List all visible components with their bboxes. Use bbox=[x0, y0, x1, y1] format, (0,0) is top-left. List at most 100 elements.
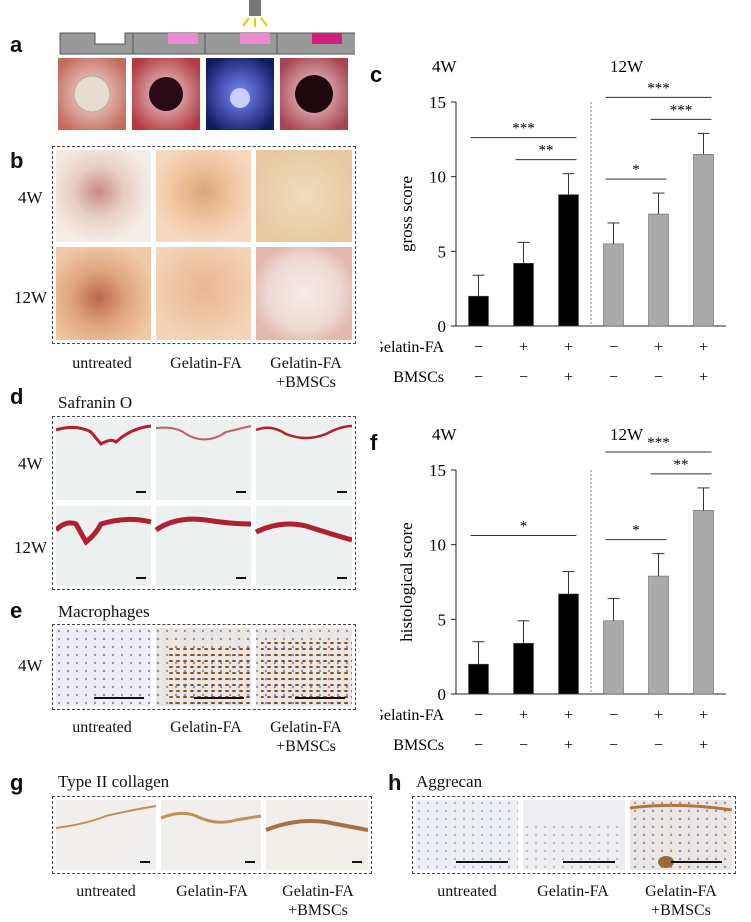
condition-mark: + bbox=[564, 707, 573, 724]
condition-mark: − bbox=[654, 737, 663, 754]
panel-label-c: c bbox=[370, 62, 383, 87]
condition-mark: + bbox=[564, 369, 573, 386]
caption-gelatin-fa: Gelatin-FA bbox=[537, 883, 609, 900]
collagen-stain-gelatin bbox=[160, 811, 262, 824]
panel-e-frame bbox=[52, 624, 356, 710]
significance-label: * bbox=[632, 523, 640, 539]
condition-label: Gelatin-FA bbox=[380, 339, 444, 356]
gross-photo-gelatin-bmscs-12w bbox=[256, 247, 352, 340]
group-label: 12W bbox=[610, 57, 644, 76]
safranin-stain-gelatin-bmscs-12w bbox=[254, 521, 352, 543]
gross-photo-untreated-4w bbox=[56, 150, 151, 242]
condition-mark: − bbox=[654, 369, 663, 386]
gel-fill-icon bbox=[168, 33, 198, 44]
panel-a-photos bbox=[58, 58, 348, 130]
caption-untreated: untreated bbox=[72, 719, 132, 736]
row-label-4w: 4W bbox=[18, 188, 43, 207]
caption-gelatin-fa: Gelatin-FA bbox=[176, 883, 248, 900]
safranin-title: Safranin O bbox=[58, 393, 133, 412]
condition-mark: − bbox=[609, 369, 618, 386]
caption-gelatin-fa: Gelatin-FA bbox=[170, 355, 242, 372]
gross-photo-gelatin-4w bbox=[156, 150, 251, 242]
safranin-stain-untreated-4w bbox=[56, 424, 152, 446]
y-tick-label: 15 bbox=[429, 461, 446, 480]
y-tick-label: 10 bbox=[429, 536, 446, 555]
caption-untreated: untreated bbox=[72, 355, 132, 372]
condition-mark: + bbox=[699, 339, 708, 356]
gross-photo-gelatin-bmscs-4w bbox=[256, 150, 352, 242]
condition-mark: + bbox=[519, 707, 528, 724]
y-axis-label: histological score bbox=[397, 522, 416, 641]
y-tick-label: 5 bbox=[438, 610, 447, 629]
y-tick-label: 5 bbox=[438, 242, 447, 261]
ihc-gelatin bbox=[166, 646, 251, 706]
group-label: 4W bbox=[432, 57, 458, 76]
ihc-gelatin-bmscs bbox=[261, 640, 352, 706]
bar bbox=[513, 642, 534, 695]
y-tick-label: 10 bbox=[429, 168, 446, 187]
condition-mark: + bbox=[564, 339, 573, 356]
significance-label: *** bbox=[670, 102, 693, 118]
panel-g-frame bbox=[52, 796, 372, 874]
y-tick-label: 15 bbox=[429, 93, 446, 112]
bar bbox=[603, 243, 624, 327]
bar bbox=[468, 295, 489, 327]
caption-gelatin-fa-bmscs: Gelatin-FA +BMSCs bbox=[645, 883, 717, 919]
panel-d-histology bbox=[56, 420, 352, 586]
caption-gelatin-fa-bmscs: Gelatin-FA +BMSCs bbox=[270, 355, 342, 391]
aggrecan-title: Aggrecan bbox=[416, 772, 483, 791]
condition-mark: − bbox=[609, 707, 618, 724]
significance-label: *** bbox=[512, 121, 535, 137]
panel-label-g: g bbox=[10, 770, 24, 795]
row-label-4w: 4W bbox=[18, 454, 43, 473]
condition-mark: − bbox=[474, 369, 483, 386]
significance-label: * bbox=[632, 162, 640, 178]
panel-a-schematic bbox=[59, 0, 355, 55]
condition-label: Gelatin-FA bbox=[380, 707, 444, 724]
condition-mark: − bbox=[474, 707, 483, 724]
macrophages-title: Macrophages bbox=[58, 602, 150, 621]
group-label: 12W bbox=[610, 425, 644, 444]
caption-gelatin-fa-bmscs: Gelatin-FA +BMSCs bbox=[270, 719, 342, 755]
gross-photo-gelatin-12w bbox=[156, 247, 251, 340]
condition-mark: − bbox=[474, 339, 483, 356]
panel-label-a: a bbox=[10, 32, 23, 57]
caption-untreated: untreated bbox=[76, 883, 136, 900]
condition-mark: + bbox=[699, 737, 708, 754]
condition-mark: + bbox=[519, 339, 528, 356]
safranin-stain-gelatin-12w bbox=[154, 516, 252, 533]
panel-label-f: f bbox=[370, 430, 378, 455]
cured-gel-icon bbox=[312, 33, 342, 44]
panel-d-frame bbox=[52, 416, 356, 590]
collagen-stain-gelatin-bmscs bbox=[265, 819, 368, 832]
y-axis-label: gross score bbox=[397, 176, 416, 252]
bar bbox=[558, 194, 579, 327]
condition-mark: + bbox=[699, 707, 708, 724]
panel-label-d: d bbox=[10, 384, 24, 409]
bar bbox=[558, 593, 579, 695]
condition-mark: − bbox=[609, 737, 618, 754]
safranin-stain-gelatin-4w bbox=[155, 425, 252, 441]
caption-gelatin-fa: Gelatin-FA bbox=[170, 719, 242, 736]
bar bbox=[693, 154, 714, 327]
panel-g-ihc bbox=[56, 800, 368, 870]
panel-label-b: b bbox=[10, 148, 24, 173]
bar bbox=[468, 663, 489, 695]
y-tick-label: 0 bbox=[438, 685, 447, 704]
condition-mark: + bbox=[654, 339, 663, 356]
condition-mark: + bbox=[564, 737, 573, 754]
significance-label: *** bbox=[647, 80, 670, 96]
safranin-stain-gelatin-bmscs-4w bbox=[255, 424, 352, 440]
row-label-4w: 4W bbox=[18, 656, 43, 675]
aggrecan-stain-gelatin-bmscs bbox=[629, 803, 732, 812]
collagen-stain-untreated bbox=[56, 805, 157, 829]
light-source-icon bbox=[249, 0, 261, 16]
condition-mark: − bbox=[519, 737, 528, 754]
significance-label: ** bbox=[674, 457, 689, 473]
panel-b-photos bbox=[56, 150, 352, 340]
panel-e-ihc bbox=[56, 628, 352, 706]
bar bbox=[603, 620, 624, 695]
condition-mark: + bbox=[699, 369, 708, 386]
